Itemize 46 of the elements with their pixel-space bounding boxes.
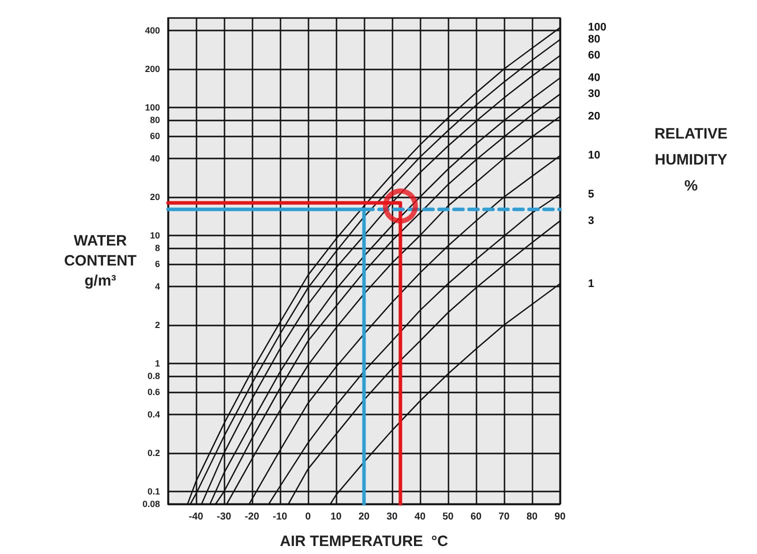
- y-tick-label: 8: [154, 242, 160, 253]
- y-tick-label: 2: [154, 320, 160, 330]
- y-tick-label: 0.08: [142, 499, 160, 509]
- x-tick-label: 30: [386, 512, 398, 522]
- text: 3: [588, 214, 594, 227]
- x-tick-label: 40: [414, 512, 426, 522]
- x-tick-label: 0: [305, 512, 312, 522]
- y-tick-label: 0.4: [147, 410, 160, 420]
- y-tick-label: 100: [144, 102, 160, 112]
- y-tick-label: 10: [150, 230, 160, 241]
- text: 40: [588, 72, 600, 84]
- y-tick-label: 0.8: [147, 370, 160, 381]
- x-axis-title: AIR TEMPERATURE °C: [280, 533, 448, 550]
- y-tick-label: 0.6: [147, 386, 160, 397]
- legend-title: RELATIVE HUMIDITY %: [654, 126, 728, 194]
- y-tick-label: 0.1: [147, 486, 160, 497]
- text: 10: [588, 150, 600, 162]
- x-tick-label: 90: [554, 512, 566, 522]
- y-tick-label: 60: [150, 130, 160, 141]
- x-tick-label: -10: [272, 512, 288, 522]
- text: 1: [588, 278, 594, 290]
- text: 80: [588, 34, 600, 46]
- y-tick-label: 200: [144, 64, 160, 74]
- x-tick-label: -40: [188, 512, 204, 522]
- y-tick-label: 4: [154, 281, 160, 292]
- x-tick-label: 70: [498, 512, 510, 522]
- text: 30: [588, 88, 600, 100]
- y-tick-label: 400: [144, 25, 160, 36]
- x-tick-label: 50: [442, 512, 454, 522]
- y-tick-label: 20: [150, 192, 160, 202]
- x-tick-label: -20: [244, 512, 260, 522]
- x-tick-label: -30: [216, 512, 232, 522]
- x-tick-label: 60: [470, 512, 482, 522]
- y-tick-label: 0.2: [147, 448, 160, 458]
- x-tick-label: 80: [526, 512, 538, 522]
- text: 60: [588, 50, 600, 62]
- y-tick-label: 80: [150, 114, 160, 125]
- y-tick-label: 40: [150, 153, 160, 164]
- x-tick-label: 10: [330, 512, 342, 522]
- y-tick-label: 6: [154, 258, 160, 269]
- text: 5: [588, 188, 594, 200]
- text: 20: [588, 110, 600, 123]
- y-axis-title: WATER CONTENT g/m³: [64, 232, 137, 290]
- text: 100: [588, 22, 606, 34]
- y-tick-label: 1: [154, 358, 160, 369]
- x-tick-label: 20: [358, 512, 370, 522]
